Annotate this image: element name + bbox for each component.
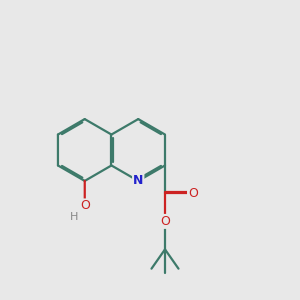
Text: N: N	[133, 174, 143, 188]
Text: O: O	[160, 215, 170, 228]
Text: H: H	[69, 212, 78, 222]
Text: O: O	[80, 200, 90, 212]
Text: O: O	[188, 187, 198, 200]
